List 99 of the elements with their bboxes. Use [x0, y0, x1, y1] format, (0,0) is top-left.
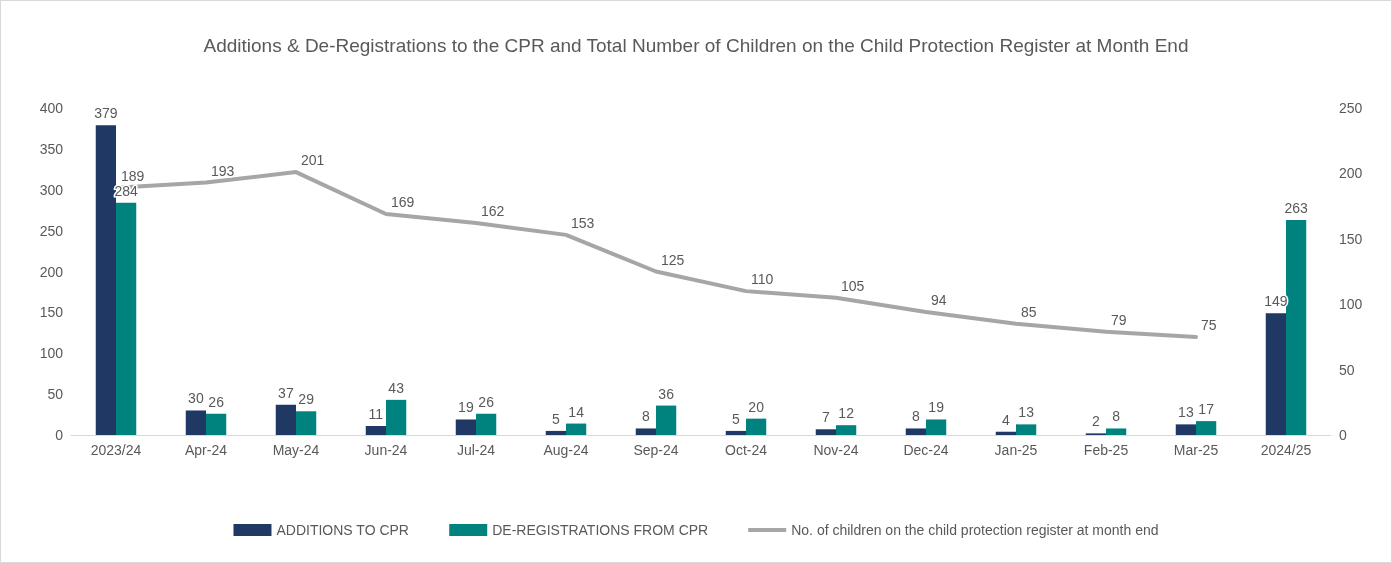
- data-label: 26: [208, 393, 225, 410]
- data-label: 37: [278, 384, 294, 401]
- data-label: 26: [478, 393, 495, 410]
- y-tick-label: 50: [47, 386, 64, 403]
- data-label: 79: [1111, 311, 1127, 328]
- bar: [476, 413, 497, 435]
- bar: [455, 419, 476, 435]
- x-tick-label: Sep-24: [633, 442, 679, 458]
- bar: [545, 430, 566, 435]
- x-tick-label: May-24: [272, 442, 320, 458]
- x-tick-label: 2024/25: [1260, 442, 1312, 458]
- y2-tick-label: 200: [1339, 165, 1363, 182]
- bar: [656, 405, 677, 435]
- y-tick-label: 250: [39, 222, 64, 239]
- y-tick-label: 350: [39, 140, 64, 157]
- legend-label: No. of children on the child protection register at month end: [791, 522, 1159, 538]
- x-tick-label: Apr-24: [184, 442, 228, 458]
- bar: [746, 418, 767, 435]
- data-label: 169: [391, 193, 415, 210]
- x-tick-label: Dec-24: [903, 442, 949, 458]
- data-label: 5: [731, 410, 740, 427]
- y2-tick-label: 250: [1339, 100, 1363, 116]
- data-label: 110: [751, 271, 774, 288]
- bar: [635, 428, 656, 435]
- x-tick-label: Aug-24: [543, 442, 589, 458]
- data-label: 201: [301, 152, 325, 169]
- y-tick-label: 400: [39, 100, 64, 116]
- data-label: 153: [571, 214, 595, 231]
- legend-label: DE-REGISTRATIONS FROM CPR: [492, 522, 709, 538]
- data-label: 5: [551, 410, 560, 427]
- data-label: 43: [388, 379, 405, 396]
- y2-tick-label: 150: [1339, 230, 1363, 247]
- bar: [1196, 421, 1217, 435]
- data-label: 162: [481, 203, 505, 220]
- bar: [1106, 428, 1127, 435]
- data-label: 379: [94, 105, 118, 122]
- data-label: 13: [1018, 404, 1035, 421]
- bar: [95, 125, 116, 435]
- y-tick-label: 150: [39, 304, 64, 321]
- bar: [905, 428, 926, 435]
- data-label: 189: [121, 167, 145, 184]
- bar: [926, 419, 947, 435]
- data-label: 19: [928, 399, 945, 416]
- bar: [206, 413, 227, 435]
- bar: [386, 399, 407, 435]
- data-label: 30: [188, 390, 204, 407]
- bar: [1286, 220, 1307, 435]
- data-label: 2: [1091, 413, 1100, 430]
- bar: [365, 426, 386, 435]
- x-tick-label: Nov-24: [813, 442, 859, 458]
- data-label: 8: [641, 408, 650, 425]
- data-label: 7: [821, 409, 830, 426]
- y-tick-label: 200: [39, 263, 64, 280]
- data-label: 75: [1201, 316, 1217, 333]
- data-label: 105: [841, 277, 865, 294]
- data-label: 85: [1021, 303, 1037, 320]
- y-tick-label: 100: [39, 345, 64, 362]
- bar: [995, 431, 1016, 435]
- data-label: 29: [298, 391, 315, 408]
- data-label: 36: [658, 385, 675, 402]
- bar: [1265, 313, 1286, 435]
- data-label: 20: [748, 398, 765, 415]
- data-label: 94: [931, 292, 947, 309]
- y2-tick-label: 50: [1339, 361, 1355, 378]
- y2-tick-label: 100: [1339, 296, 1363, 313]
- bar: [1175, 424, 1196, 435]
- data-label: 19: [458, 399, 474, 416]
- bar: [275, 404, 296, 435]
- bar: [836, 425, 857, 435]
- chart-title: Additions & De-Registrations to the CPR and Total Number of Children on the Child Protection Register at Month End: [203, 35, 1189, 56]
- data-label: 13: [1178, 404, 1194, 421]
- y-tick-label: 300: [39, 181, 64, 198]
- bar: [1016, 424, 1037, 435]
- data-label: 263: [1284, 200, 1309, 216]
- y2-tick-label: 0: [1339, 427, 1347, 443]
- y-tick-label: 0: [55, 427, 64, 443]
- x-tick-label: Jan-25: [994, 442, 1038, 458]
- data-label: 11: [368, 406, 384, 423]
- data-label: 12: [838, 405, 855, 422]
- x-tick-label: Oct-24: [724, 442, 768, 458]
- data-label: 8: [1112, 408, 1121, 425]
- data-label: 125: [661, 251, 685, 268]
- x-tick-label: Jul-24: [456, 442, 496, 458]
- x-tick-label: Jun-24: [364, 442, 408, 458]
- data-label: 4: [1001, 411, 1010, 428]
- data-label: 193: [211, 162, 235, 179]
- x-tick-label: Mar-25: [1173, 442, 1219, 458]
- x-tick-label: Feb-25: [1083, 442, 1129, 458]
- bar: [116, 202, 137, 435]
- bar: [725, 430, 746, 435]
- bar: [566, 423, 587, 435]
- data-label: 17: [1198, 401, 1215, 418]
- data-label: 8: [911, 408, 920, 425]
- bar: [296, 411, 317, 435]
- x-tick-label: 2023/24: [90, 442, 142, 458]
- legend-label: ADDITIONS TO CPR: [276, 522, 409, 538]
- bar: [815, 429, 836, 435]
- data-label: 14: [568, 403, 585, 420]
- bar: [185, 410, 206, 435]
